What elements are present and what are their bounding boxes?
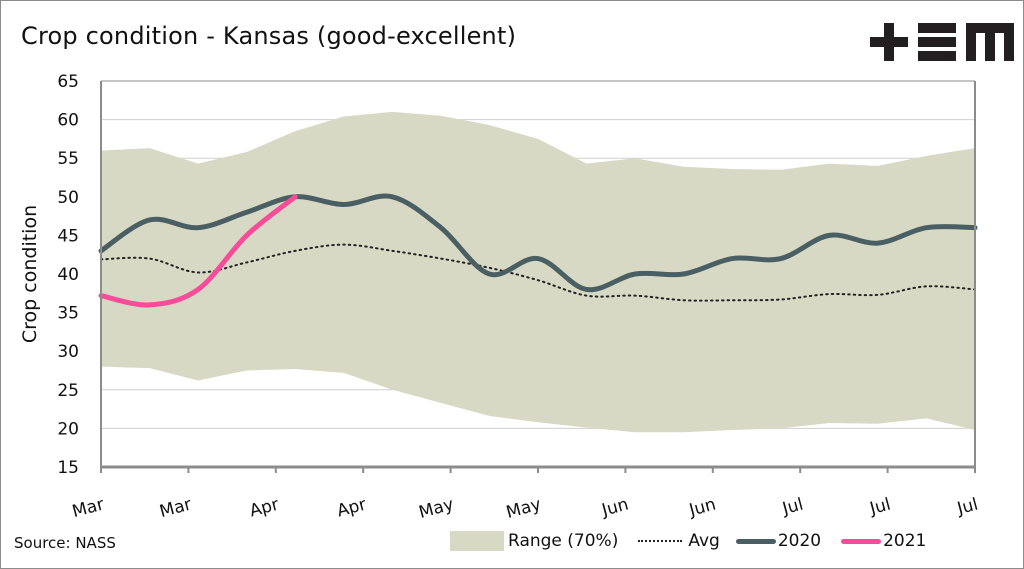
legend: Range (70%) Avg 2020 2021 [450,528,932,554]
y-tick-label-40: 40 [57,265,79,285]
series-lines [98,193,978,308]
y-tick-label-45: 45 [57,226,79,246]
x-tick-label: Jun [599,495,631,521]
x-tick-label: Mar [158,495,194,523]
y-tick-label-50: 50 [57,188,79,208]
legend-label-range: Range (70%) [508,531,619,551]
tem-logo [870,23,1014,61]
axes [100,80,976,473]
y-tick-label-20: 20 [57,419,79,439]
logo-m [966,23,1014,61]
y-tick-label-55: 55 [57,149,79,169]
legend-item-avg: Avg [638,531,720,551]
legend-label-2021: 2021 [883,531,927,551]
avg-swatch [638,540,683,542]
y-tick-labels: 15 20 25 30 35 40 45 50 55 60 65 [57,72,79,478]
line-2020-swatch [735,538,776,544]
x-tick-label: May [417,495,456,523]
logo-plus-vertical [884,23,894,61]
y-tick-label-60: 60 [57,111,79,131]
range-swatch [450,531,504,551]
series-line-2021 [98,194,298,308]
range-band [101,111,975,433]
y-tick-label-65: 65 [57,72,79,92]
y-tick-label-35: 35 [57,304,79,324]
x-tick-label: Jun [686,495,718,521]
range-band-layer [101,111,975,433]
x-tick-label: May [504,495,543,523]
legend-item-2021: 2021 [841,531,926,551]
logo-e-mid [918,37,956,47]
x-tick-label: Apr [247,495,281,522]
series-line-2020 [98,193,978,293]
legend-item-range: Range (70%) [450,531,618,551]
series-line-avg [100,243,976,302]
legend-item-2020: 2020 [735,531,822,551]
logo-e-bottom [918,51,956,61]
x-tick-label: Jul [954,495,980,520]
legend-label-2020: 2020 [777,531,822,551]
chart-title: Crop condition - Kansas (good-excellent) [21,22,517,50]
x-tick-labels: Mar Mar Apr Apr May May Jun Jun Jul Jul Jul [70,495,980,523]
source-note: Source: NASS [14,534,116,552]
x-tick-label: Mar [70,495,106,523]
y-tick-label-30: 30 [57,342,79,362]
y-tick-label-25: 25 [57,381,79,401]
logo-e-top [918,23,956,33]
line-2021-swatch [841,538,882,544]
x-tick-label: Jul [780,495,806,520]
y-tick-label-15: 15 [57,458,79,478]
y-axis-label: Crop condition [19,205,41,343]
x-tick-label: Jul [867,495,893,520]
x-tick-label: Apr [335,495,369,522]
legend-label-avg: Avg [688,531,720,551]
